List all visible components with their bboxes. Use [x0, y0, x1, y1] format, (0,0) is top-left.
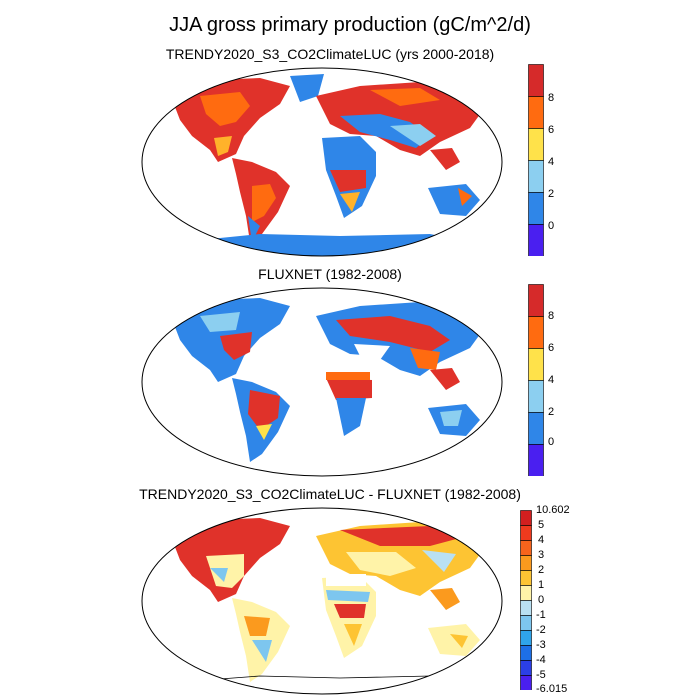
panel-1-tick-8: 8 — [548, 92, 555, 104]
colorbar-box — [528, 160, 544, 193]
panel-3-tick-4: 4 — [538, 534, 545, 546]
colorbar-box — [520, 660, 532, 676]
colorbar-box — [528, 412, 544, 445]
panel-3-tick-neg5: -5 — [536, 669, 546, 681]
panel-1-greenland — [290, 74, 324, 102]
panel-2-tick-6: 6 — [548, 342, 555, 354]
colorbar-box — [520, 675, 532, 691]
colorbar-box — [528, 284, 544, 317]
panel-3-tick-3: 3 — [538, 549, 545, 561]
panel-1-antarctica — [142, 234, 502, 256]
colorbar-box — [528, 444, 544, 477]
panel-1-tick-0: 0 — [548, 220, 555, 232]
panel-1-title: TRENDY2020_S3_CO2ClimateLUC (yrs 2000-20… — [165, 46, 495, 62]
panel-2-title: FLUXNET (1982-2008) — [258, 266, 402, 282]
panel-3-tick-neg1: -1 — [536, 609, 546, 621]
colorbar-box — [528, 192, 544, 225]
panel-2-tick-4: 4 — [548, 374, 555, 386]
panel-2-colorbar-boxes — [528, 284, 544, 477]
panel-3-colorbar-boxes — [520, 510, 532, 691]
colorbar-box — [528, 64, 544, 97]
panel-3-tick-neg2: -2 — [536, 624, 546, 636]
panel-1-tick-2: 2 — [548, 188, 555, 200]
colorbar-box — [528, 316, 544, 349]
colorbar-box — [520, 585, 532, 601]
colorbar-box — [520, 540, 532, 556]
panel-3-tick-2: 2 — [538, 564, 545, 576]
panel-2-tick-0: 0 — [548, 436, 555, 448]
colorbar-box — [520, 570, 532, 586]
panel-2-colorbar — [528, 284, 544, 481]
colorbar-box — [520, 555, 532, 571]
figure-title: JJA gross primary production (gC/m^2/d) — [169, 14, 531, 36]
colorbar-box — [528, 128, 544, 161]
panel-1-colorbar-boxes — [528, 64, 544, 257]
colorbar-box — [520, 615, 532, 631]
colorbar-box — [520, 645, 532, 661]
panel-3-tick-5: 5 — [538, 519, 545, 531]
panel-3-map — [141, 507, 503, 695]
panel-1-australia — [428, 184, 480, 216]
colorbar-box — [528, 348, 544, 381]
colorbar-box — [520, 510, 532, 526]
colorbar-box — [520, 630, 532, 646]
panel-2-map — [141, 287, 503, 477]
colorbar-box — [520, 600, 532, 616]
panel-1-colorbar — [528, 64, 544, 261]
panel-3-tick-neg4: -4 — [536, 654, 546, 666]
panel-3-title: TRENDY2020_S3_CO2ClimateLUC - FLUXNET (1… — [139, 486, 521, 502]
colorbar-box — [520, 525, 532, 541]
panel-3-tick-max: 10.602 — [536, 504, 570, 516]
panel-1-eurasia — [316, 82, 486, 156]
panel-1-map — [141, 67, 503, 257]
colorbar-box — [528, 96, 544, 129]
colorbar-box — [528, 224, 544, 257]
panel-3-tick-min: -6.015 — [536, 683, 568, 695]
panel-3-colorbar — [520, 510, 532, 695]
panel-2-tick-8: 8 — [548, 310, 555, 322]
panel-3-tick-1: 1 — [538, 579, 545, 591]
panel-3-australia — [428, 624, 480, 656]
panel-2-tick-2: 2 — [548, 406, 555, 418]
colorbar-box — [528, 380, 544, 413]
panel-1-tick-6: 6 — [548, 124, 555, 136]
panel-3-tick-0: 0 — [538, 594, 545, 606]
panel-1-tick-4: 4 — [548, 156, 555, 168]
panel-3-tick-neg3: -3 — [536, 639, 546, 651]
